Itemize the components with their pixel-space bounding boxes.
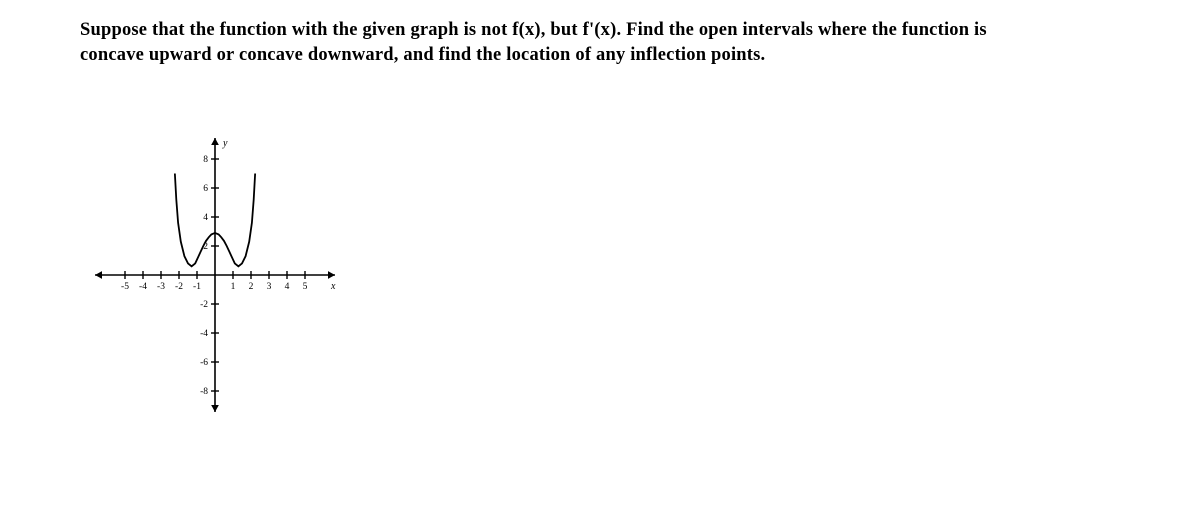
derivative-graph: -5-4-3-2-112345x-8-6-4-22468y (85, 130, 345, 420)
question-text: Suppose that the function with the given… (80, 18, 1140, 68)
svg-text:3: 3 (267, 282, 272, 292)
svg-text:6: 6 (203, 184, 208, 194)
svg-text:-1: -1 (193, 282, 201, 292)
svg-text:-3: -3 (157, 282, 165, 292)
svg-text:-2: -2 (175, 282, 183, 292)
question-line1: Suppose that the function with the given… (80, 20, 987, 40)
svg-text:-4: -4 (139, 282, 147, 292)
page-root: Suppose that the function with the given… (0, 0, 1200, 517)
question-line2: concave upward or concave downward, and … (80, 45, 765, 65)
svg-text:-2: -2 (200, 300, 208, 310)
svg-text:1: 1 (231, 282, 236, 292)
svg-text:2: 2 (249, 282, 254, 292)
svg-text:4: 4 (203, 213, 208, 223)
svg-text:-6: -6 (200, 358, 208, 368)
svg-text:-4: -4 (200, 329, 208, 339)
svg-text:-5: -5 (121, 282, 129, 292)
chart-container: -5-4-3-2-112345x-8-6-4-22468y (85, 130, 345, 420)
svg-text:8: 8 (203, 155, 208, 165)
svg-text:4: 4 (285, 282, 290, 292)
svg-text:x: x (330, 281, 336, 292)
svg-text:-8: -8 (200, 387, 208, 397)
svg-text:y: y (222, 138, 228, 149)
svg-text:5: 5 (303, 282, 308, 292)
